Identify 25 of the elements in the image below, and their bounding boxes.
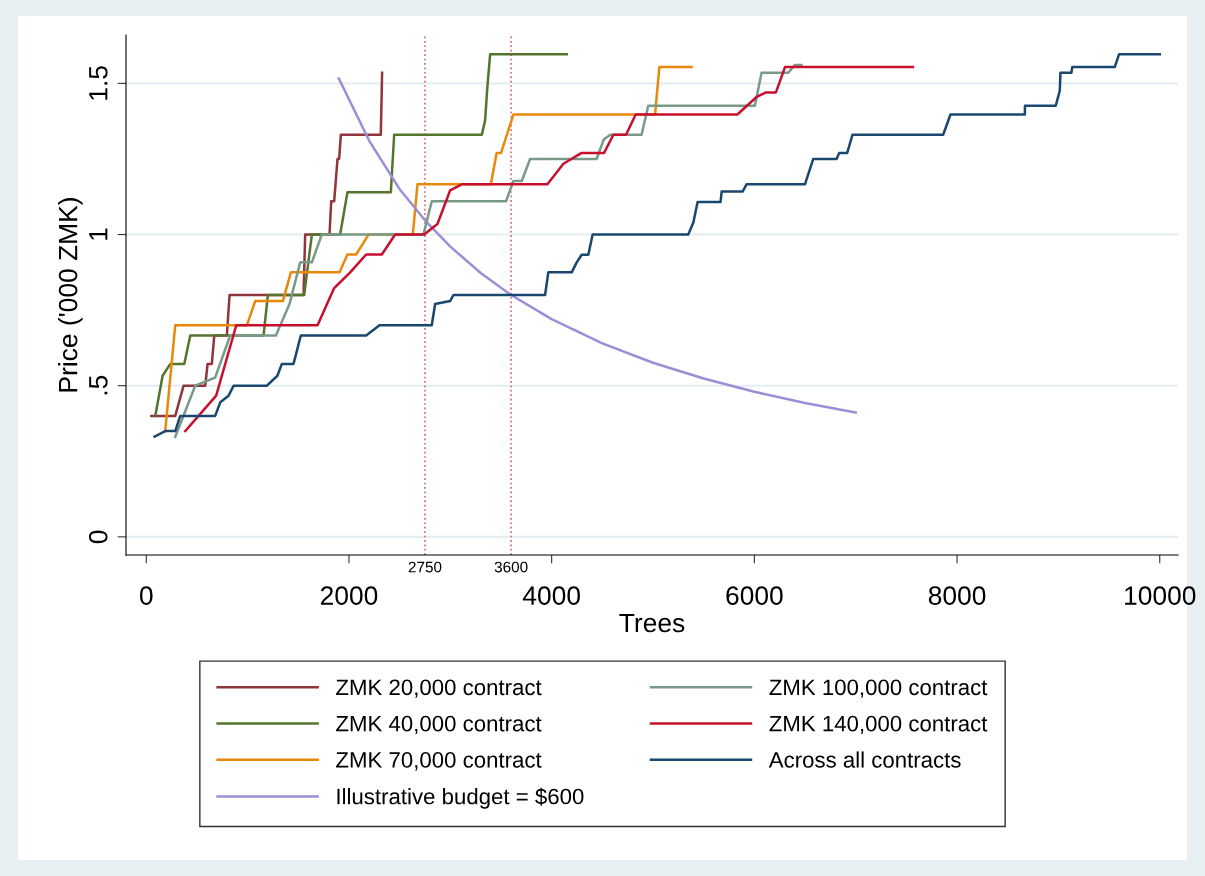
y-tick-label: 0 bbox=[88, 530, 108, 544]
line-series bbox=[174, 63, 803, 439]
legend-label: ZMK 40,000 contract bbox=[336, 715, 542, 735]
x-tick-label: 0 bbox=[139, 586, 153, 605]
x-tick-label: 10000 bbox=[1125, 586, 1196, 605]
x-tick-label: 8000 bbox=[928, 586, 986, 605]
line-series bbox=[153, 53, 1162, 438]
legend-label: Illustrative budget = $600 bbox=[337, 787, 584, 809]
x-tick-label: 4000 bbox=[522, 586, 580, 605]
y-tick-label: 1 bbox=[89, 228, 108, 240]
y-axis-title: Price ('000 ZMK) bbox=[58, 198, 83, 392]
x-tick-label: 6000 bbox=[726, 586, 783, 605]
x-axis-title: Trees bbox=[619, 613, 685, 633]
line-series bbox=[184, 65, 915, 433]
x-tick-label: 2000 bbox=[320, 586, 378, 605]
line-series bbox=[337, 77, 857, 414]
ref-line-label: 3600 bbox=[494, 561, 528, 573]
legend-label: ZMK 20,000 contract bbox=[336, 679, 542, 698]
legend-label: ZMK 100,000 contract bbox=[769, 679, 988, 698]
y-tick-label: .5 bbox=[89, 375, 108, 395]
ref-line-label: 2750 bbox=[408, 561, 442, 573]
legend-label: ZMK 140,000 contract bbox=[769, 715, 988, 735]
legend-label: ZMK 70,000 contract bbox=[336, 752, 542, 771]
y-tick-label: 1.5 bbox=[89, 66, 108, 100]
legend-label: Across all contracts bbox=[768, 751, 961, 768]
